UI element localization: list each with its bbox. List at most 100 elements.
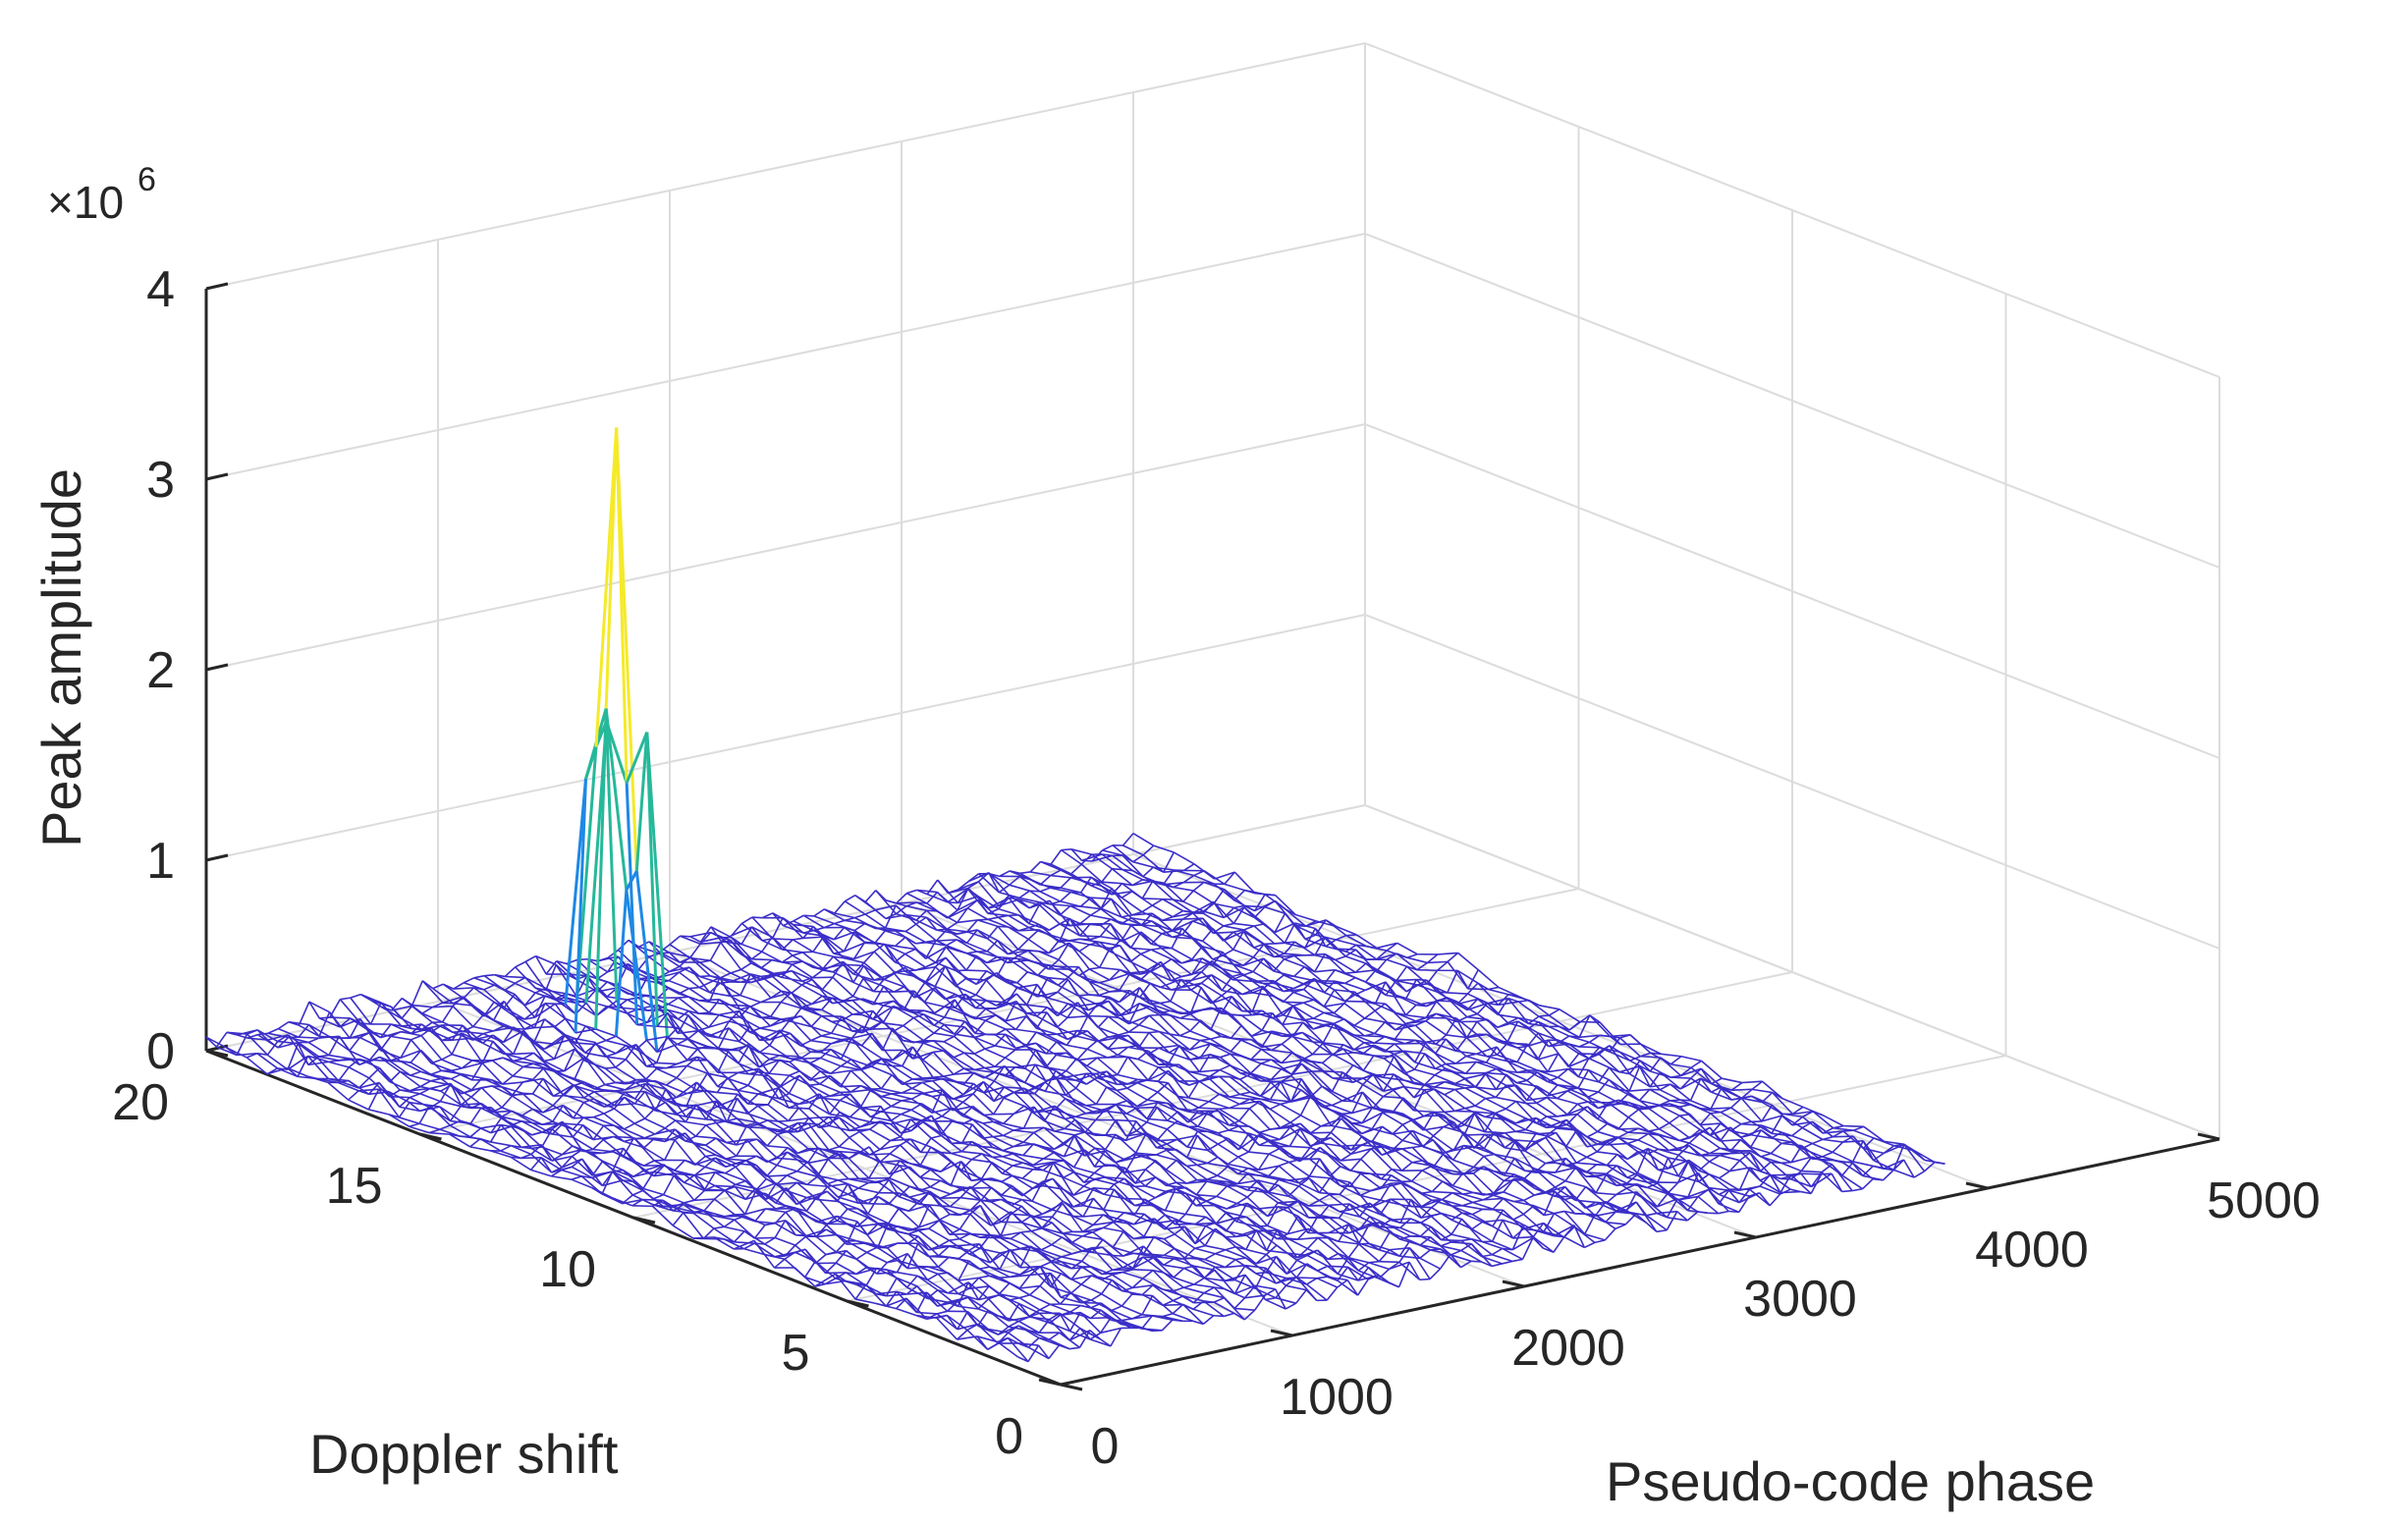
mesh-edge [541, 1131, 553, 1135]
mesh-edge [613, 1124, 635, 1140]
mesh-edge [1136, 1081, 1159, 1093]
mesh-edge [895, 904, 917, 925]
mesh-edge [596, 971, 609, 980]
mesh-edge [675, 1119, 696, 1137]
mesh-edge [934, 956, 947, 968]
mesh-edge [716, 1119, 728, 1124]
mesh-edge [757, 1105, 779, 1122]
mesh-edge [1079, 935, 1101, 938]
mesh-edge [551, 1120, 564, 1130]
mesh-edge [1016, 957, 1028, 961]
mesh-edge [731, 937, 752, 960]
mesh-edge [595, 1000, 618, 1017]
mesh-edge [1069, 904, 1091, 916]
mesh-edge [905, 892, 928, 904]
mesh-edge [267, 1034, 289, 1041]
mesh-edge [1192, 890, 1215, 904]
mesh-edge [1172, 920, 1193, 932]
mesh-edge [780, 991, 793, 1004]
mesh-edge [1119, 987, 1140, 1004]
mesh-edge [572, 1155, 593, 1176]
mesh-edge [924, 966, 937, 984]
mesh-edge [612, 1148, 625, 1171]
mesh-edge [1283, 991, 1294, 1003]
mesh-edge [998, 897, 1010, 910]
mesh-edge [1152, 904, 1174, 918]
mesh-edge [953, 1052, 965, 1059]
mesh-edge [533, 1003, 546, 1028]
mesh-edge [419, 1080, 431, 1088]
mesh-edge [571, 1158, 583, 1168]
mesh-edge [980, 1162, 993, 1179]
mesh-edge [615, 1043, 637, 1055]
mesh-edge [967, 881, 979, 890]
mesh-edge [521, 1092, 544, 1114]
mesh-edge [1067, 1002, 1079, 1018]
mesh-edge [500, 1144, 512, 1152]
mesh-edge [1158, 1030, 1180, 1048]
mesh-edge [624, 1122, 635, 1130]
mesh-edge [1008, 926, 1029, 941]
mesh-edge [1063, 1171, 1074, 1178]
mesh-edge [762, 912, 774, 919]
mesh-edge [1219, 1064, 1231, 1071]
mesh-edge [1284, 957, 1305, 968]
mesh-edge [1080, 879, 1102, 888]
mesh-edge [1078, 944, 1090, 953]
mesh-edge [1203, 910, 1225, 919]
mesh-edge [978, 873, 1000, 894]
mesh-edge [502, 1026, 515, 1043]
mesh-edge [961, 1150, 982, 1155]
mesh-edge [1506, 1042, 1528, 1046]
mesh-edge [615, 1035, 637, 1051]
mesh-edge [737, 1084, 749, 1092]
mesh-edge [1269, 1108, 1291, 1123]
mesh-edge [1190, 957, 1203, 975]
mesh-edge [480, 1127, 492, 1134]
mesh-edge [1405, 965, 1428, 985]
mesh-edge [1078, 968, 1090, 977]
mesh-edge [859, 1105, 881, 1110]
mesh-edge [625, 1090, 645, 1094]
mesh-edge [1128, 990, 1151, 1005]
mesh-edge [893, 1005, 914, 1019]
mesh-edge [561, 1169, 582, 1177]
mesh-edge [788, 1074, 800, 1094]
mesh-edge [1282, 1021, 1303, 1026]
mesh-edge [1078, 951, 1101, 969]
mesh-edge [1068, 940, 1090, 946]
mesh-edge [1076, 1029, 1098, 1042]
mesh-edge [1008, 914, 1029, 929]
mesh-edge [502, 1081, 523, 1085]
mesh-edge [420, 1050, 442, 1071]
mesh-edge [215, 1031, 228, 1048]
mesh-edge [746, 1105, 759, 1115]
mesh-edge [750, 973, 762, 978]
mesh-edge [748, 1072, 769, 1077]
mesh-edge [634, 1081, 657, 1097]
mesh-edge [1161, 933, 1173, 939]
mesh-edge [359, 1036, 381, 1049]
mesh-edge [1253, 943, 1265, 949]
mesh-edge [1079, 897, 1092, 907]
mesh-edge [842, 960, 864, 980]
mesh-edge [740, 943, 763, 953]
mesh-edge [1119, 972, 1131, 991]
mesh-edge [973, 1071, 995, 1082]
mesh-edge [378, 1088, 390, 1093]
mesh-edge [541, 1128, 553, 1148]
mesh-edge [1396, 942, 1418, 955]
mesh-edge [761, 940, 784, 951]
mesh-edge [739, 975, 762, 984]
mesh-edge [758, 1044, 771, 1054]
mesh-edge [634, 1083, 646, 1100]
mesh-edge [1322, 1069, 1343, 1073]
mesh-edge [1335, 955, 1346, 961]
mesh-edge [644, 1083, 657, 1096]
mesh-edge [1222, 952, 1244, 976]
mesh-edge [798, 1093, 820, 1106]
mesh-edge [831, 1032, 852, 1040]
mesh-edge [1130, 947, 1152, 951]
mesh-edge [1100, 918, 1112, 927]
mesh-edge [617, 1007, 638, 1010]
